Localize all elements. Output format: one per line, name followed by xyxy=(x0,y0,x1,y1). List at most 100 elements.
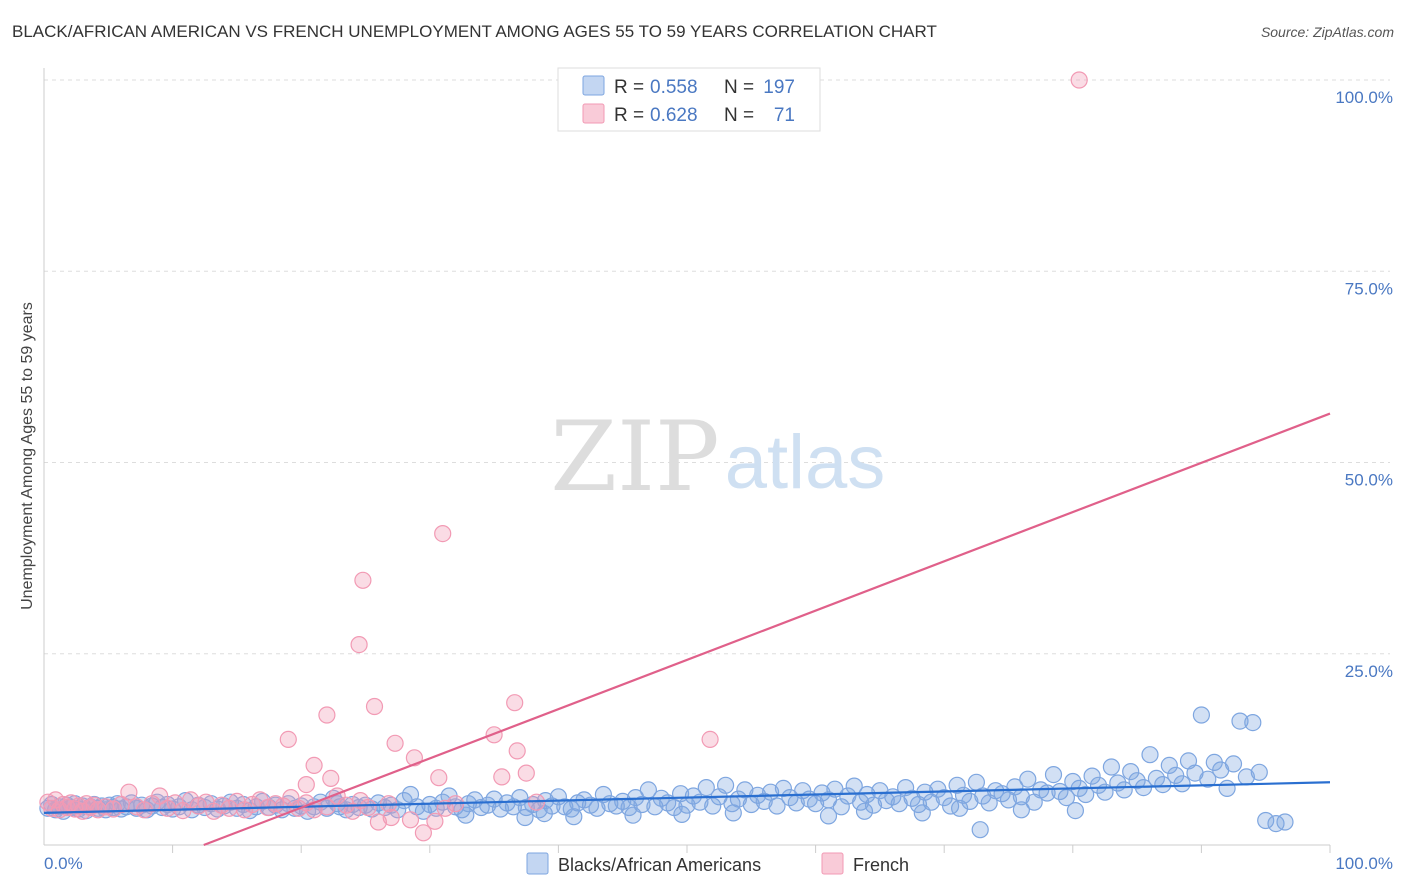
scatter-point xyxy=(434,524,452,543)
scatter-point xyxy=(673,805,691,824)
scatter-point xyxy=(369,813,387,831)
scatter-point xyxy=(565,808,583,826)
scatter-point xyxy=(736,781,754,799)
y-tick-label: 25.0% xyxy=(1345,662,1393,681)
scatter-point xyxy=(508,742,526,760)
scatter-point xyxy=(774,779,793,798)
scatter-point xyxy=(517,764,535,782)
scatter-point xyxy=(1141,746,1159,764)
watermark-zip: ZIP xyxy=(550,401,719,513)
scatter-point xyxy=(684,787,703,805)
scatter-point xyxy=(948,776,966,794)
scatter-point xyxy=(614,792,632,811)
scatter-point xyxy=(716,776,735,794)
x-tick-label-max: 100.0% xyxy=(1335,854,1393,873)
grid-lines xyxy=(44,79,1390,655)
scatter-point xyxy=(120,783,138,801)
scatter-point xyxy=(506,694,524,712)
scatter-point xyxy=(724,804,742,822)
legend-swatch-french xyxy=(582,103,605,124)
legend-n-value-0: 197 xyxy=(763,77,795,98)
bottom-legend-swatch-blacks xyxy=(526,852,549,875)
scatter-point xyxy=(350,635,368,654)
legend-n-label-0: N = xyxy=(724,77,754,98)
bottom-legend-swatch-french xyxy=(821,852,844,875)
scatter-point xyxy=(1244,713,1262,732)
scatter-point xyxy=(1066,801,1085,820)
chart-title: BLACK/AFRICAN AMERICAN VS FRENCH UNEMPLO… xyxy=(12,22,937,41)
legend-r-value-0: 0.558 xyxy=(650,77,698,98)
scatter-point xyxy=(221,793,240,811)
scatter-point xyxy=(755,792,773,811)
scatter-point xyxy=(768,797,786,815)
scatter-point xyxy=(1070,71,1088,89)
scatter-point xyxy=(813,784,831,802)
scatter-point xyxy=(414,824,432,842)
scatter-point xyxy=(890,795,908,813)
scatter-point xyxy=(1224,755,1243,773)
trend-lines xyxy=(43,412,1331,847)
scatter-point xyxy=(318,706,336,724)
scatter-point xyxy=(401,811,420,829)
scatter-point xyxy=(354,571,372,589)
scatter-point xyxy=(1019,770,1037,788)
trend-line-blacks xyxy=(43,781,1331,814)
legend-n-value-1: 71 xyxy=(774,105,795,126)
legend-box: R = 0.558 N = 197 R = 0.628 N = 71 xyxy=(557,67,821,132)
scatter-point xyxy=(806,795,825,813)
watermark-atlas: atlas xyxy=(725,420,886,505)
scatter-point xyxy=(1115,781,1133,799)
bottom-legend: Blacks/African Americans French xyxy=(526,852,909,875)
scatter-point xyxy=(359,798,377,817)
scatter-point xyxy=(1077,785,1095,804)
scatter-point xyxy=(1173,775,1191,793)
legend-r-label-1: R = xyxy=(614,105,644,126)
legend-r-value-1: 0.628 xyxy=(650,105,698,126)
scatter-point xyxy=(701,730,719,749)
scatter-point xyxy=(832,798,850,816)
scatter-point xyxy=(624,806,642,824)
scatter-point xyxy=(1192,706,1211,724)
scatter-point xyxy=(426,812,444,830)
scatter-point xyxy=(1122,762,1140,781)
y-tick-labels: 25.0% 50.0% 75.0% 100.0% xyxy=(1335,88,1393,681)
bottom-legend-label-french: French xyxy=(853,855,909,875)
scatter-point xyxy=(1276,813,1294,831)
trend-line-french xyxy=(203,412,1331,847)
scatter-point xyxy=(1160,756,1178,775)
source-label: Source: ZipAtlas.com xyxy=(1260,24,1394,40)
scatter-point xyxy=(305,756,323,775)
scatter-point xyxy=(516,808,534,827)
scatter-point xyxy=(1089,776,1108,794)
scatter-point xyxy=(950,799,969,817)
scatter-point xyxy=(1102,758,1121,776)
x-tick-label-min: 0.0% xyxy=(44,854,83,873)
y-tick-label: 100.0% xyxy=(1335,88,1393,107)
scatter-point xyxy=(386,734,404,752)
scatter-point xyxy=(697,778,715,797)
scatter-point xyxy=(1012,801,1031,819)
y-tick-label: 50.0% xyxy=(1345,471,1393,490)
scatter-point xyxy=(913,804,931,822)
legend-swatch-blacks xyxy=(582,75,605,96)
scatter-point xyxy=(819,807,838,825)
scatter-point xyxy=(322,769,340,788)
scatter-point xyxy=(1154,775,1172,794)
bottom-legend-label-blacks: Blacks/African Americans xyxy=(558,855,761,875)
scatter-point xyxy=(1199,770,1217,788)
scatter-point xyxy=(151,787,169,805)
scatter-point xyxy=(961,792,979,811)
series-blacks-points xyxy=(39,706,1294,839)
scatter-point xyxy=(365,697,384,716)
scatter-point xyxy=(493,768,511,786)
scatter-point xyxy=(1044,765,1063,784)
scatter-point xyxy=(1064,772,1082,791)
scatter-point xyxy=(1257,811,1275,830)
y-tick-label: 75.0% xyxy=(1345,279,1393,298)
scatter-point xyxy=(1083,767,1101,785)
scatter-point xyxy=(971,821,989,839)
legend-r-label-0: R = xyxy=(614,77,644,98)
scatter-point xyxy=(457,806,475,824)
scatter-point xyxy=(1250,763,1268,781)
